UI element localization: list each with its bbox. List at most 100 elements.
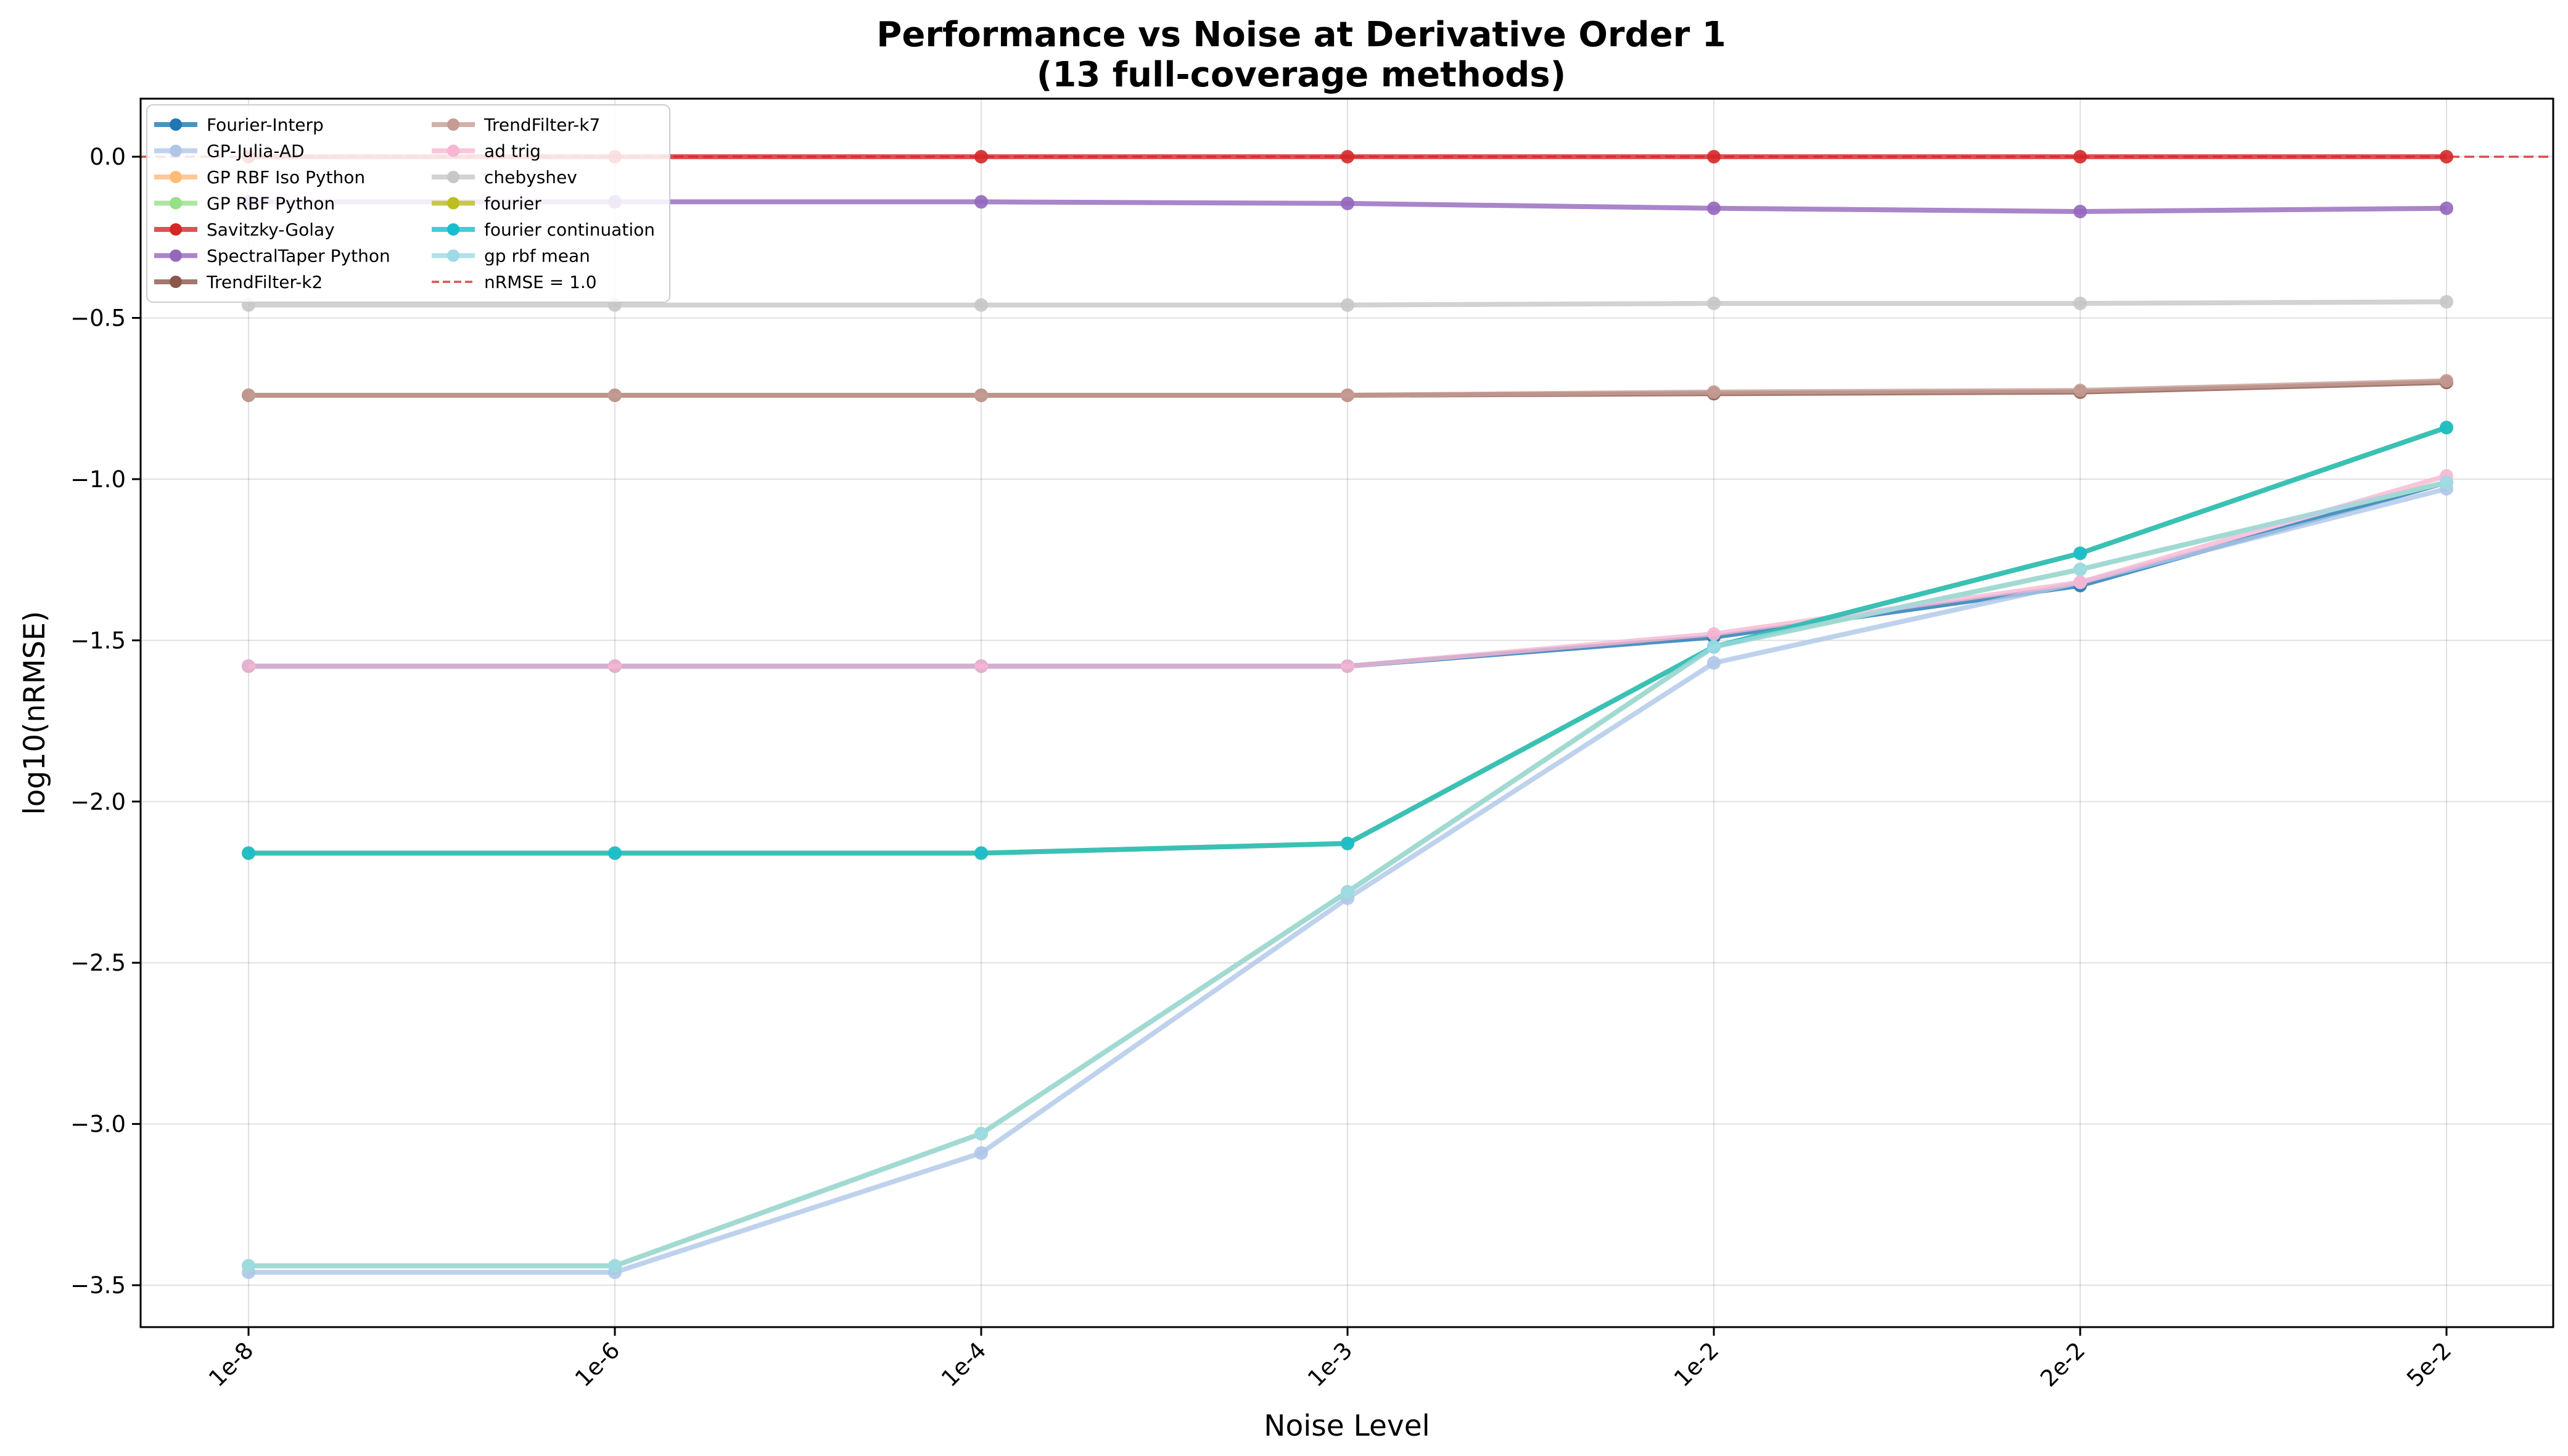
y-tick-label: −2.5 — [70, 950, 126, 976]
legend-label: fourier continuation — [484, 220, 655, 240]
data-point — [2073, 297, 2087, 310]
data-point — [608, 846, 622, 860]
data-point — [974, 1127, 988, 1141]
data-point — [1707, 656, 1721, 670]
legend: Fourier-Interp GP-Julia-AD GP RBF Iso Pyth… — [146, 104, 670, 303]
data-point — [1341, 389, 1354, 403]
x-tick-label: 5e-2 — [2401, 1337, 2456, 1392]
data-point — [1707, 201, 1721, 215]
x-tick-label: 1e-3 — [1303, 1337, 1357, 1392]
legend-label: SpectralTaper Python — [207, 246, 390, 266]
legend-marker — [447, 118, 459, 131]
legend-entry: GP RBF Python — [154, 194, 335, 214]
legend-entry: Savitzky-Golay — [154, 220, 335, 240]
series-trendfilter-k7 — [242, 374, 2453, 403]
legend-entry: nRMSE = 1.0 — [432, 272, 597, 292]
data-point — [974, 195, 988, 209]
data-point — [974, 298, 988, 312]
y-tick-label: 0.0 — [89, 144, 126, 170]
legend-entry: fourier continuation — [432, 220, 655, 240]
legend-entry: SpectralTaper Python — [154, 246, 390, 266]
x-axis-label: Noise Level — [1264, 1409, 1430, 1443]
data-point — [242, 659, 255, 673]
data-point — [974, 1146, 988, 1160]
y-tick-label: −3.0 — [70, 1111, 126, 1138]
legend-entry: TrendFilter-k7 — [432, 115, 600, 135]
data-point — [1341, 885, 1354, 899]
x-tick-label: 1e-8 — [204, 1337, 258, 1392]
legend-entry: ad trig — [432, 141, 541, 162]
x-tick-label: 1e-4 — [936, 1337, 991, 1392]
data-point — [2440, 374, 2453, 388]
legend-label: GP-Julia-AD — [207, 141, 305, 162]
data-point — [974, 659, 988, 673]
data-point — [2073, 384, 2087, 398]
legend-label: GP RBF Iso Python — [207, 167, 365, 187]
data-point — [1341, 196, 1354, 210]
data-point — [1707, 150, 1721, 164]
legend-marker — [170, 223, 182, 236]
legend-label: TrendFilter-k7 — [484, 115, 600, 135]
data-point — [2440, 201, 2453, 215]
data-point — [608, 659, 622, 673]
x-tick-label: 1e-2 — [1669, 1337, 1724, 1392]
legend-marker — [170, 249, 182, 262]
legend-label: Fourier-Interp — [207, 115, 324, 135]
data-point — [242, 846, 255, 860]
legend-label: ad trig — [484, 141, 541, 162]
chart-title: Performance vs Noise at Derivative Order… — [876, 15, 1726, 55]
data-point — [2073, 546, 2087, 561]
legend-marker — [170, 144, 182, 157]
y-tick-label: −3.5 — [70, 1272, 126, 1299]
legend-marker — [447, 197, 459, 210]
legend-label: GP RBF Python — [207, 194, 335, 214]
legend-marker — [170, 118, 182, 131]
y-axis-label: log10(nRMSE) — [18, 611, 52, 815]
data-point — [2440, 421, 2453, 435]
x-tick-label: 2e-2 — [2035, 1337, 2090, 1392]
data-point — [974, 389, 988, 403]
chart-subtitle: (13 full-coverage methods) — [1037, 55, 1566, 95]
data-point — [2440, 295, 2453, 309]
data-point — [242, 389, 255, 403]
data-point — [608, 389, 622, 403]
legend-marker — [170, 171, 182, 183]
y-axis: 0.0 −0.5 −1.0 −1.5 −2.0 −2.5 −3.0 −3.5 — [70, 144, 141, 1299]
legend-entry: fourier — [432, 194, 541, 214]
data-point — [2073, 204, 2087, 218]
series-lines — [242, 150, 2453, 1280]
data-point — [2073, 575, 2087, 590]
data-point — [2073, 150, 2087, 164]
legend-marker — [447, 144, 459, 157]
x-axis: 1e-8 1e-6 1e-4 1e-3 1e-2 2e-2 5e-2 — [204, 1327, 2456, 1392]
data-point — [974, 846, 988, 860]
data-point — [974, 150, 988, 164]
data-point — [2440, 150, 2453, 164]
legend-marker — [447, 171, 459, 183]
legend-label: gp rbf mean — [484, 246, 590, 266]
legend-label: TrendFilter-k2 — [206, 272, 323, 292]
data-point — [2440, 475, 2453, 490]
y-tick-label: −2.0 — [70, 789, 126, 815]
data-point — [1341, 836, 1354, 850]
legend-entry: TrendFilter-k2 — [154, 272, 323, 292]
data-point — [1707, 297, 1721, 310]
data-point — [1341, 659, 1354, 673]
data-point — [1341, 298, 1354, 312]
legend-entry: gp rbf mean — [432, 246, 590, 266]
data-point — [1707, 627, 1721, 641]
legend-marker — [170, 197, 182, 210]
legend-entry: GP RBF Iso Python — [154, 167, 365, 187]
y-tick-label: −1.5 — [70, 627, 126, 654]
legend-entry: chebyshev — [432, 167, 577, 187]
data-point — [1707, 385, 1721, 399]
y-tick-label: −0.5 — [70, 305, 126, 332]
legend-label: Savitzky-Golay — [207, 220, 335, 240]
data-point — [2073, 562, 2087, 577]
series-gp-rbf-mean — [242, 475, 2453, 1273]
y-tick-label: −1.0 — [70, 466, 126, 493]
x-tick-label: 1e-6 — [570, 1337, 625, 1392]
legend-marker — [447, 223, 459, 236]
data-point — [1707, 640, 1721, 654]
